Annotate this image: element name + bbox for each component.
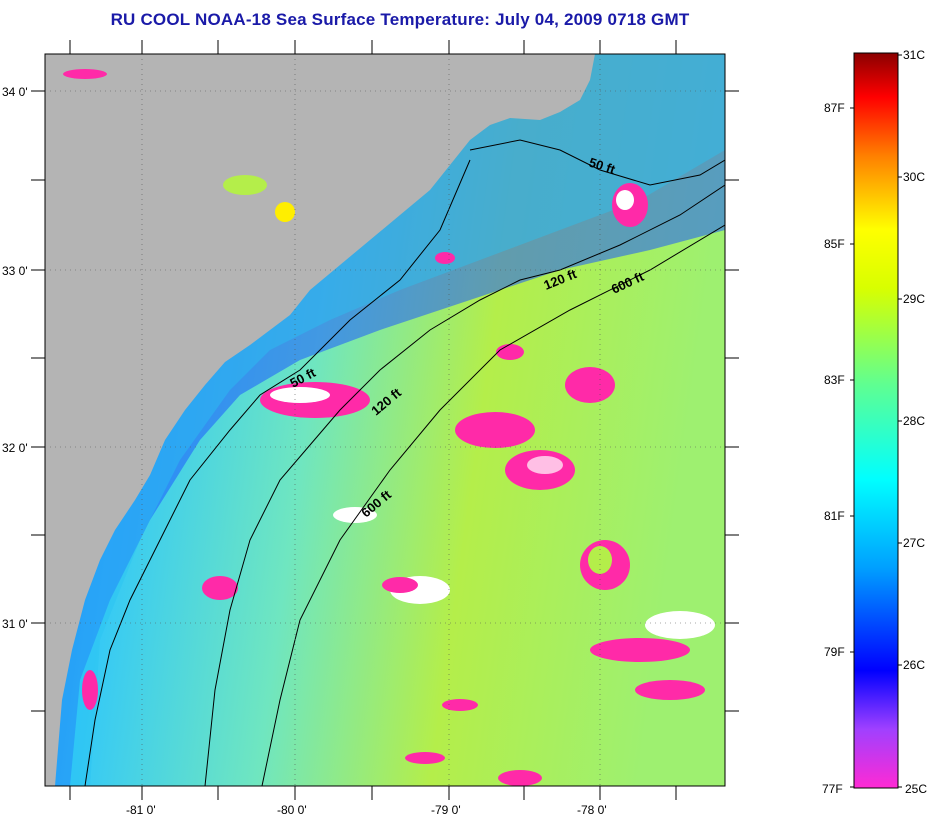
lat-label-32: 32 0' [2,441,28,455]
land-area [45,54,595,786]
lon-label-80: -80 0' [277,803,307,817]
lon-label-79: -79 0' [431,803,461,817]
colorbar-c-25: 25C [905,782,927,796]
map-frame [44,53,726,787]
isobath-lines [84,139,725,786]
colorbar-ticks [850,54,902,788]
colorbar-c-30: 30C [903,170,925,184]
lon-label-78: -78 0' [577,803,607,817]
colorbar [853,52,899,789]
colorbar-c-27: 27C [903,536,925,550]
colorbar-c-31: 31C [903,48,925,62]
lat-label-31: 31 0' [2,617,28,631]
colorbar-c-26: 26C [903,658,925,672]
axis-ticks [31,40,739,800]
colorbar-f-81: 81F [824,509,845,523]
colorbar-f-87: 87F [824,101,845,115]
map-title: RU COOL NOAA-18 Sea Surface Temperature:… [110,10,690,29]
colorbar-c-28: 28C [903,414,925,428]
lat-label-33: 33 0' [2,264,28,278]
colorbar-c-29: 29C [903,292,925,306]
colorbar-f-79: 79F [824,645,845,659]
cloud-patches [63,69,715,786]
lat-label-34: 34 0' [2,85,28,99]
colorbar-f-85: 85F [824,237,845,251]
graticule [45,54,725,786]
colorbar-f-83: 83F [824,373,845,387]
lon-label-81: -81 0' [126,803,156,817]
colorbar-f-77: 77F [822,782,843,796]
